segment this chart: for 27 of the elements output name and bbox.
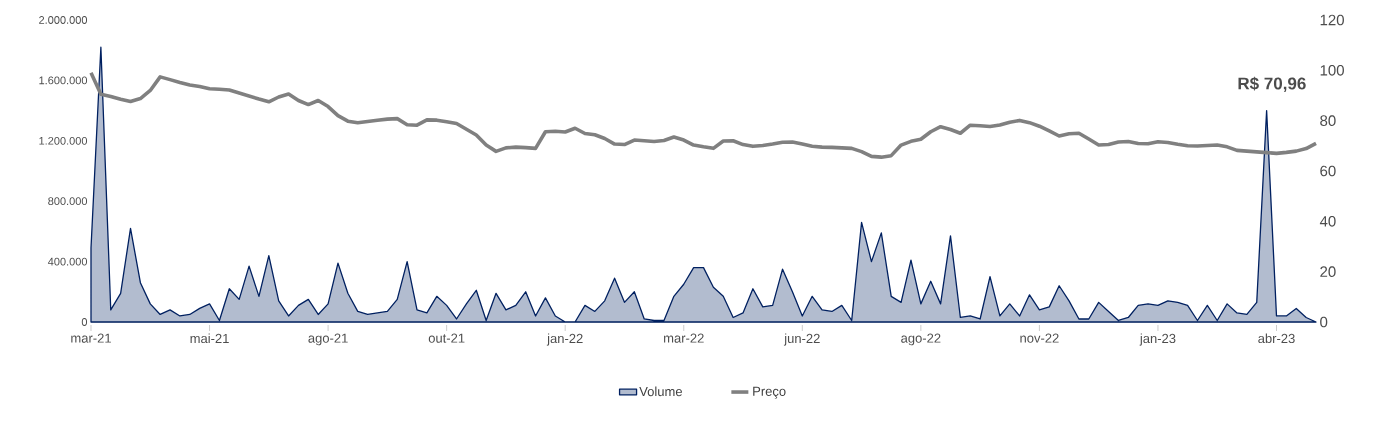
x-tick-label: jan-23 xyxy=(1139,333,1176,346)
legend-label: Volume xyxy=(639,386,682,397)
x-tick-label: abr-23 xyxy=(1258,333,1295,344)
y-tick-label: 1.600.000 xyxy=(39,76,88,85)
y2-tick-label: 80 xyxy=(1320,115,1336,126)
y-tick-label: 800.000 xyxy=(48,197,88,206)
x-tick-label: nov-22 xyxy=(1020,333,1059,343)
legend-label: Preço xyxy=(753,386,786,399)
x-tick-label: mar-21 xyxy=(71,333,111,343)
y2-tick-label: 40 xyxy=(1319,216,1336,227)
y-tick-label: 400.000 xyxy=(47,257,88,266)
x-tick-label: ago-22 xyxy=(901,333,941,346)
y2-tick-label: 20 xyxy=(1320,266,1336,277)
x-tick-label: jun-22 xyxy=(783,333,820,346)
y-tick-label: 1.200.000 xyxy=(39,136,88,145)
y-tick-label: 2.000.000 xyxy=(39,16,88,24)
x-tick-label: ago-21 xyxy=(308,333,348,346)
annotation: R$ 70,96 xyxy=(1238,76,1306,92)
x-tick-label: out-21 xyxy=(428,333,465,343)
y2-tick-label: 0 xyxy=(1320,316,1328,328)
y2-tick-label: 120 xyxy=(1320,14,1344,26)
x-tick-label: mar-22 xyxy=(664,333,704,343)
y2-tick-label: 100 xyxy=(1320,65,1344,76)
y-tick-label: 0 xyxy=(81,318,88,326)
x-tick-label: jan-22 xyxy=(546,333,583,346)
y2-tick-label: 60 xyxy=(1320,165,1336,177)
x-tick-label: mai-21 xyxy=(190,333,229,344)
